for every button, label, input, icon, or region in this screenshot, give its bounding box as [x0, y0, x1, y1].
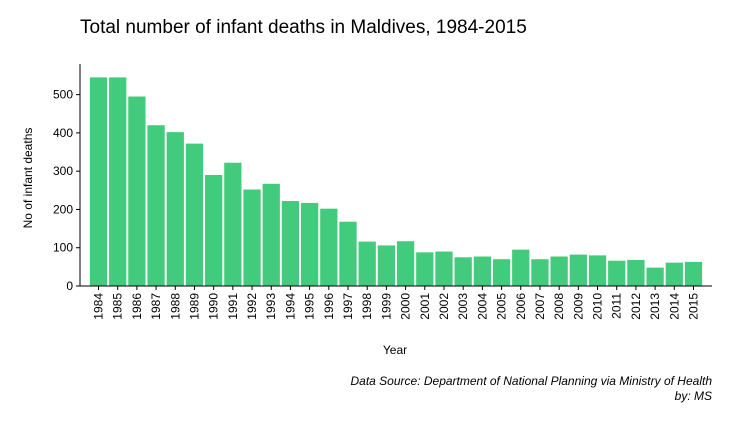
- x-tick-label-2005: 2005: [495, 293, 509, 320]
- bar-1999: [377, 245, 396, 286]
- bar-1986: [128, 96, 146, 286]
- bar-1998: [358, 241, 376, 286]
- x-tick-label-1987: 1987: [149, 293, 163, 320]
- bar-1993: [262, 183, 280, 286]
- y-tick-label-100: 100: [53, 241, 73, 255]
- bar-2005: [492, 259, 511, 286]
- x-tick-label-1989: 1989: [187, 293, 201, 320]
- bars-group: [89, 77, 703, 287]
- x-tick-label-2012: 2012: [629, 293, 643, 320]
- x-tick-label-1997: 1997: [341, 293, 355, 320]
- x-tick-label-1994: 1994: [283, 293, 297, 320]
- bar-2008: [550, 256, 568, 286]
- x-tick-label-2015: 2015: [687, 293, 701, 320]
- y-tick-label-0: 0: [66, 279, 73, 293]
- x-tick-label-2006: 2006: [514, 293, 528, 320]
- bar-2003: [454, 257, 472, 286]
- bar-1994: [281, 201, 300, 286]
- x-tick-label-1988: 1988: [168, 293, 182, 320]
- bar-1995: [300, 202, 319, 286]
- x-tick-label-2008: 2008: [552, 293, 566, 320]
- y-axis-label: No of infant deaths: [21, 127, 35, 229]
- x-tick-label-2010: 2010: [591, 293, 605, 320]
- y-tick-label-500: 500: [53, 88, 73, 102]
- chart-title: Total number of infant deaths in Maldive…: [80, 17, 527, 38]
- bar-2006: [512, 249, 530, 286]
- x-tick-label-1995: 1995: [303, 293, 317, 320]
- x-tick-label-1993: 1993: [264, 293, 278, 320]
- bar-1991: [224, 162, 242, 286]
- x-tick-label-2007: 2007: [533, 293, 547, 320]
- bar-1997: [339, 221, 357, 286]
- x-tick-label-2000: 2000: [399, 293, 413, 320]
- y-tick-label-400: 400: [53, 126, 73, 140]
- bar-1990: [205, 175, 223, 286]
- bar-1989: [185, 143, 204, 286]
- author-caption: by: MS: [674, 389, 712, 403]
- x-tick-label-2002: 2002: [437, 293, 451, 320]
- bar-2001: [416, 252, 434, 286]
- y-tick-label-300: 300: [53, 164, 73, 178]
- bar-2009: [569, 254, 587, 286]
- x-tick-label-2014: 2014: [667, 293, 681, 320]
- bar-2014: [665, 262, 683, 286]
- bar-2010: [588, 255, 607, 286]
- bar-2002: [435, 251, 453, 286]
- y-tick-label-200: 200: [53, 202, 73, 216]
- bar-2000: [396, 241, 415, 286]
- bar-2015: [684, 261, 703, 286]
- x-tick-label-1990: 1990: [207, 293, 221, 320]
- x-tick-label-2001: 2001: [418, 293, 432, 320]
- x-tick-label-2003: 2003: [456, 293, 470, 320]
- x-axis-label: Year: [382, 343, 408, 357]
- x-tick-label-1991: 1991: [226, 293, 240, 320]
- bar-2007: [531, 259, 549, 286]
- bar-1987: [147, 125, 165, 287]
- x-tick-label-1996: 1996: [322, 293, 336, 320]
- bar-2012: [627, 259, 645, 286]
- y-ticks: 0 100 200 300 400 500: [53, 88, 80, 293]
- x-tick-label-1998: 1998: [360, 293, 374, 320]
- bar-2013: [646, 267, 664, 286]
- data-source-caption: Data Source: Department of National Plan…: [350, 374, 712, 388]
- bar-1984: [89, 77, 108, 287]
- x-tick-label-1984: 1984: [92, 293, 106, 320]
- bar-1985: [109, 77, 127, 287]
- x-tick-label-1992: 1992: [245, 293, 259, 320]
- x-tick-label-1999: 1999: [379, 293, 393, 320]
- x-tick-label-1985: 1985: [111, 293, 125, 320]
- x-ticks: 1984 1985 1986 1987 1988 1989 1990 1991 1992 1993…: [92, 286, 701, 320]
- bar-2011: [608, 260, 626, 286]
- bar-1996: [320, 208, 338, 286]
- x-tick-label-1986: 1986: [130, 293, 144, 320]
- bar-2004: [473, 256, 491, 286]
- x-tick-label-2004: 2004: [475, 293, 489, 320]
- x-tick-label-2011: 2011: [610, 293, 624, 319]
- x-tick-label-2009: 2009: [571, 293, 585, 320]
- bar-1988: [166, 132, 184, 286]
- x-tick-label-2013: 2013: [648, 293, 662, 320]
- bar-1992: [243, 189, 261, 286]
